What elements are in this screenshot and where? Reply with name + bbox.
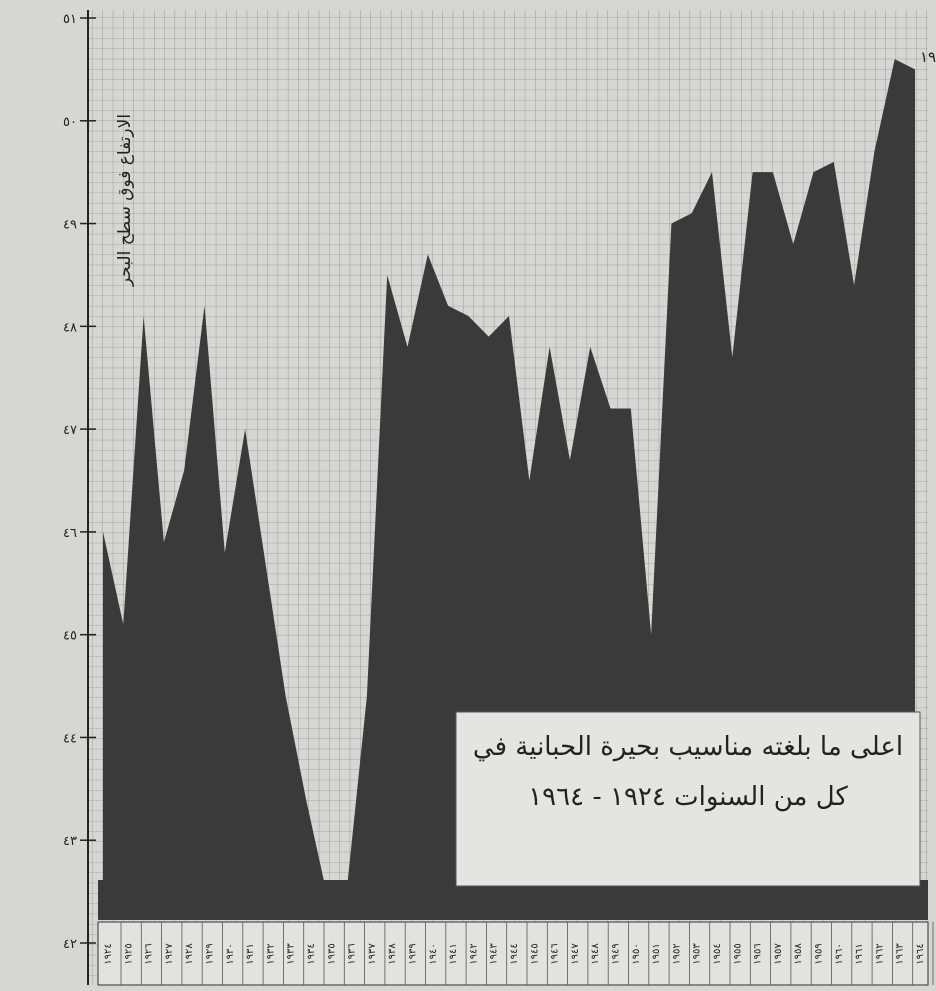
x-tick-label: ١٩٦٣ (895, 943, 906, 965)
y-tick-label: ٥٠ (63, 115, 77, 130)
x-tick-label: ١٩٤٣ (489, 943, 500, 965)
x-tick-label: ١٩٤١ (448, 943, 459, 964)
x-tick-label: ١٩٣٤ (306, 943, 317, 964)
x-tick-label: ١٩٤٠ (428, 943, 439, 964)
x-tick-label: ١٩٥٧ (773, 943, 784, 965)
x-tick-label: ١٩٦١ (854, 943, 865, 964)
y-tick-label: ٤٨ (63, 320, 77, 335)
year-strip (97, 921, 929, 986)
x-tick-label: ١٩٣٥ (326, 943, 337, 964)
x-tick-label: ١٩٣٣ (286, 943, 297, 965)
x-tick-label: ١٩٤٥ (529, 943, 540, 964)
x-tick-label: ١٩٥٢ (671, 943, 682, 964)
x-tick-label: ١٩٢٩ (205, 943, 216, 964)
x-tick-label: ١٩٣٦ (347, 943, 358, 964)
x-tick-label: ١٩٣٢ (265, 943, 276, 964)
x-tick-label: ١٩٢٦ (144, 943, 155, 964)
x-tick-label: ١٩٥٩ (814, 943, 825, 964)
y-tick-label: ٤٩ (63, 218, 77, 233)
x-tick-label: ١٩٤٩ (611, 943, 622, 964)
x-tick-label: ١٩٣٩ (408, 943, 419, 964)
chart-title: اعلى ما بلغته مناسيب بحيرة الحبانية في ك… (472, 732, 904, 812)
annotation: الوزن ضمن سلسلة بتاريخ ١٩٦٢ (920, 48, 936, 66)
base-band (98, 880, 928, 920)
y-tick-label: ٥١ (63, 12, 77, 27)
y-tick-label: ٤٧ (63, 423, 77, 438)
x-tick-label: ١٩٢٧ (164, 943, 175, 965)
x-tick-label: ١٩٤٢ (468, 943, 479, 964)
x-tick-label: ١٩٦٠ (834, 943, 845, 964)
x-tick-label: ١٩٤٨ (590, 943, 601, 965)
x-tick-label: ١٩٦٤ (915, 943, 926, 964)
x-tick-label: ١٩٤٧ (570, 943, 581, 965)
x-tick-label: ١٩٥٠ (631, 943, 642, 964)
y-tick-label: ٤٥ (63, 629, 77, 644)
x-tick-label: ١٩٥٦ (753, 943, 764, 964)
x-tick-label: ١٩٣٠ (225, 943, 236, 964)
x-tick-label: ١٩٢٥ (123, 943, 134, 964)
x-tick-label: ١٩٣٧ (367, 943, 378, 965)
title-wrap: اعلى ما بلغته مناسيب بحيرة الحبانية في ك… (472, 732, 904, 812)
x-tick-label: ١٩٤٤ (509, 943, 520, 964)
area (103, 59, 915, 919)
x-tick-label: ١٩٣١ (245, 943, 256, 964)
y-tick-label: ٤٢ (63, 937, 77, 952)
y-axis-label: الارتفاع فوق سطح البحر (115, 114, 135, 287)
x-tick-label: ١٩٦٢ (874, 943, 885, 964)
x-tick-label: ١٩٣٨ (387, 943, 398, 965)
x-tick-label: ١٩٥٥ (732, 943, 743, 964)
y-tick-label: ٤٣ (63, 834, 77, 849)
y-tick-label: ٤٤ (63, 731, 77, 746)
x-tick-label: ١٩٥٨ (793, 943, 804, 965)
title-box (455, 711, 921, 887)
x-tick-label: ١٩٢٤ (103, 943, 114, 964)
x-tick-label: ١٩٢٨ (184, 943, 195, 965)
x-tick-label: ١٩٥٣ (692, 943, 703, 965)
x-tick-label: ١٩٥٤ (712, 943, 723, 964)
x-tick-label: ١٩٤٦ (550, 943, 561, 964)
y-tick-label: ٤٦ (63, 526, 77, 541)
x-tick-label: ١٩٥١ (651, 943, 662, 964)
